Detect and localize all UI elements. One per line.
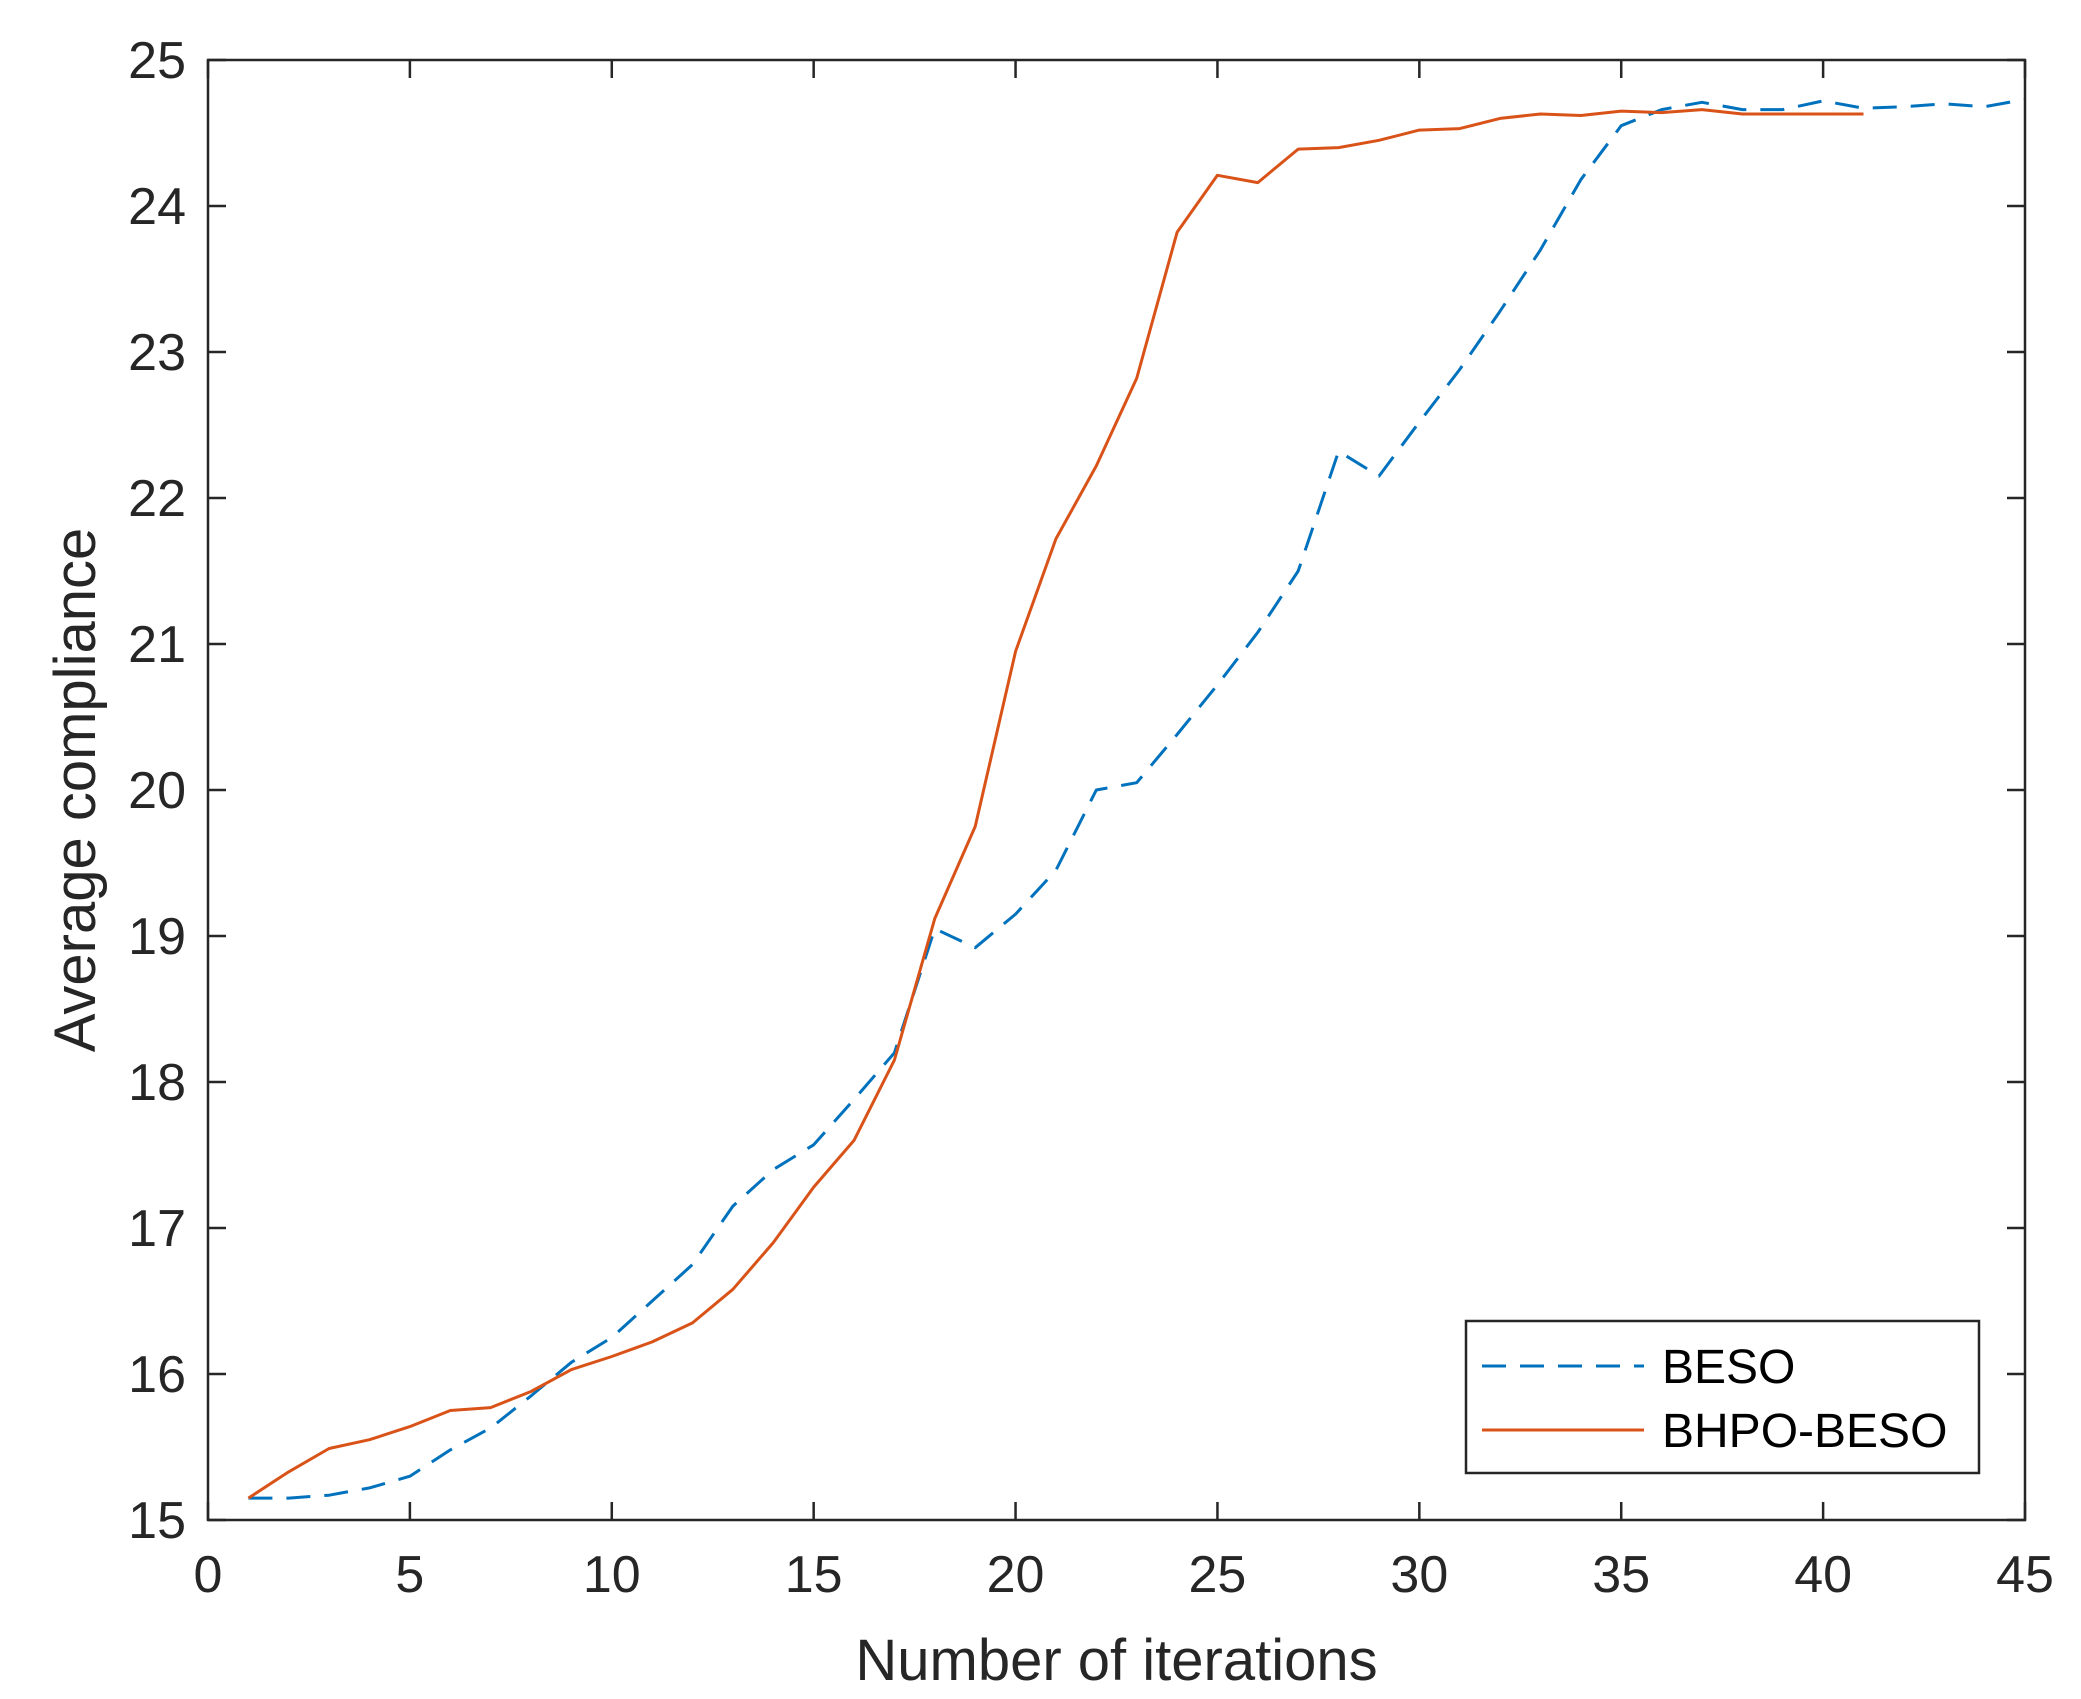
legend-box — [1464, 1319, 1981, 1475]
y-tick-label: 18 — [128, 1054, 186, 1112]
y-tick-label: 21 — [128, 616, 186, 674]
axes-box — [206, 58, 2027, 1522]
y-tick-label: 24 — [128, 178, 186, 236]
x-tick-label: 15 — [785, 1546, 843, 1604]
y-tick-label: 19 — [128, 908, 186, 966]
y-tick-label: 22 — [128, 470, 186, 528]
x-tick-label: 25 — [1189, 1546, 1247, 1604]
x-tick-label: 20 — [987, 1546, 1045, 1604]
series-line-beso — [248, 97, 2026, 1500]
x-tick-label: 30 — [1390, 1546, 1448, 1604]
y-tick-label: 15 — [128, 1492, 186, 1550]
x-tick-label: 45 — [1996, 1546, 2054, 1604]
axis-ticks: 0 5 10 15 20 25 30 35 40 45 15 16 17 18 19 20 21 22 23 24 25 — [128, 32, 2054, 1604]
x-tick-label: 0 — [194, 1546, 223, 1604]
y-axis-title: Average compliance — [43, 528, 108, 1052]
legend-label: BESO — [1662, 1341, 1795, 1394]
plot-area — [206, 58, 2027, 1522]
y-tick-label: 20 — [128, 762, 186, 820]
x-tick-label: 10 — [583, 1546, 641, 1604]
y-tick-label: 25 — [128, 32, 186, 90]
x-tick-label: 5 — [395, 1546, 424, 1604]
x-tick-label: 40 — [1794, 1546, 1852, 1604]
x-tick-label: 35 — [1592, 1546, 1650, 1604]
legend-label: BHPO-BESO — [1662, 1405, 1947, 1458]
series-line-bhpo-beso — [247, 108, 1864, 1500]
legend: BESO BHPO-BESO — [1464, 1319, 1981, 1475]
x-axis-title: Number of iterations — [855, 1628, 1377, 1693]
y-tick-label: 16 — [128, 1346, 186, 1404]
y-tick-label: 17 — [128, 1200, 186, 1258]
y-tick-label: 23 — [128, 324, 186, 382]
